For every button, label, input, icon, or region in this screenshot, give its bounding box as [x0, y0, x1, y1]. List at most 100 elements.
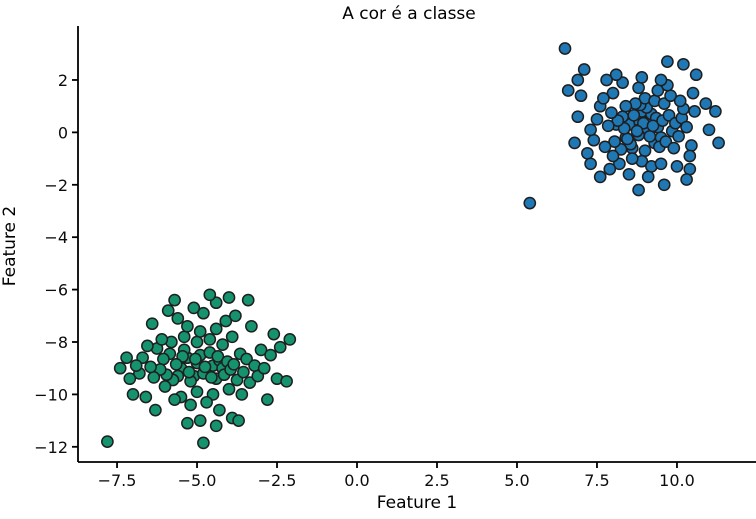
data-point [245, 319, 258, 333]
data-point [126, 388, 140, 401]
data-point [699, 97, 713, 110]
data-point [169, 357, 183, 371]
x-tick-label: 10.0 [659, 471, 695, 490]
data-point [184, 398, 197, 412]
data-point [597, 91, 610, 105]
data-point [571, 110, 585, 124]
data-point [141, 339, 154, 353]
data-point [273, 340, 287, 354]
data-point [667, 141, 681, 155]
data-point [584, 123, 597, 137]
data-point [627, 108, 641, 122]
data-point [225, 330, 239, 344]
data-point [219, 314, 233, 328]
data-point [590, 112, 604, 126]
data-point [635, 71, 649, 84]
data-point [661, 55, 674, 68]
data-point [523, 196, 537, 210]
data-point [123, 372, 137, 386]
y-tick-label: 2 [58, 71, 68, 90]
y-tick-label: −8 [44, 333, 68, 352]
data-point [574, 89, 588, 103]
data-point [264, 348, 277, 362]
y-tick-label: −10 [34, 385, 68, 404]
series-green-cluster [101, 288, 297, 450]
y-tick-label: −12 [34, 438, 68, 457]
data-point [685, 139, 698, 152]
y-tick-label: −6 [44, 281, 68, 300]
data-point [198, 360, 212, 374]
data-point [587, 133, 601, 147]
x-tick-label: 0.0 [344, 471, 369, 490]
data-point [216, 338, 229, 351]
data-point [683, 149, 697, 163]
data-point [157, 352, 170, 366]
data-point [601, 119, 615, 133]
data-point [181, 319, 194, 333]
data-point [598, 140, 612, 154]
y-tick-label: −4 [44, 228, 68, 247]
data-point [257, 361, 271, 375]
data-point [686, 86, 700, 100]
data-point [227, 357, 241, 371]
data-point [161, 304, 175, 317]
data-point [187, 301, 201, 315]
data-point [209, 419, 223, 433]
data-point [581, 146, 594, 160]
data-point [630, 124, 644, 138]
data-point [654, 73, 668, 87]
data-point [643, 129, 657, 143]
data-point [182, 365, 196, 379]
data-point [232, 414, 245, 427]
data-point [625, 152, 639, 165]
data-point [677, 57, 690, 71]
data-point [608, 135, 621, 148]
data-point [641, 170, 655, 184]
data-point [568, 136, 581, 150]
data-point [222, 291, 236, 304]
data-point [101, 435, 114, 448]
data-point [145, 317, 159, 331]
data-point [129, 359, 143, 372]
data-point [621, 132, 634, 146]
data-point [654, 157, 668, 171]
data-point [680, 120, 693, 134]
data-point [254, 343, 268, 357]
data-point [168, 393, 181, 406]
series-blue-cluster [523, 42, 725, 210]
data-point [205, 371, 218, 384]
data-point [155, 333, 169, 346]
data-point [577, 63, 591, 76]
data-point [632, 81, 645, 95]
data-point [144, 360, 157, 374]
data-point [709, 105, 722, 118]
data-point [261, 393, 274, 406]
data-point [203, 288, 217, 302]
data-point [632, 183, 645, 197]
chart-title: A cor é a classe [342, 4, 476, 24]
data-point [712, 136, 725, 150]
x-tick-label: 5.0 [504, 471, 529, 490]
data-point [209, 322, 223, 336]
data-point [189, 352, 202, 366]
data-point [683, 162, 697, 176]
data-point [171, 312, 185, 325]
data-point [558, 42, 572, 55]
data-point [113, 361, 127, 375]
data-point [672, 129, 685, 143]
data-point [673, 94, 687, 108]
data-point [200, 395, 213, 409]
data-point [139, 390, 153, 404]
data-point [659, 135, 673, 148]
data-point [147, 371, 161, 384]
data-point [280, 374, 293, 388]
data-point [702, 123, 716, 137]
data-point [222, 382, 236, 396]
data-point [241, 293, 255, 307]
data-point [149, 403, 162, 417]
data-point [190, 335, 204, 349]
data-point [609, 68, 623, 82]
data-point [267, 327, 281, 341]
y-tick-label: −2 [44, 176, 68, 195]
